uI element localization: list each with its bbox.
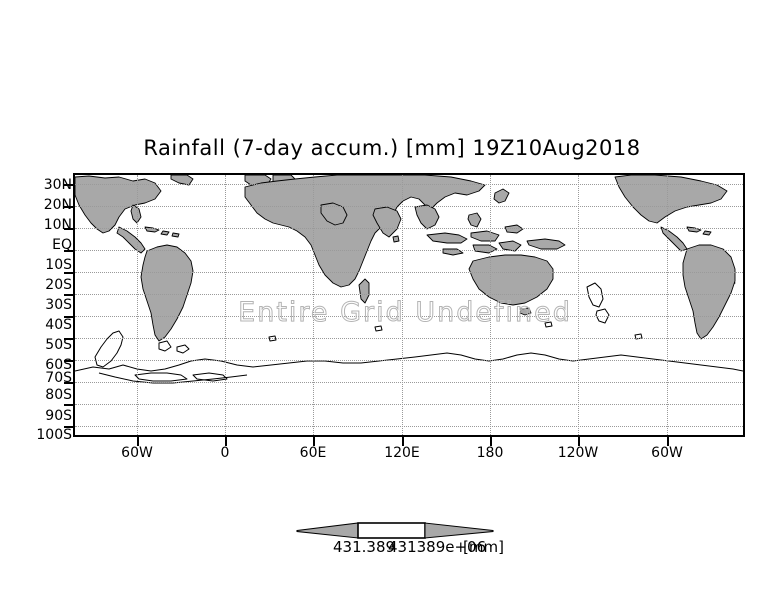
gridline-horizontal <box>75 316 743 317</box>
gridline-vertical <box>490 175 491 435</box>
gridline-horizontal <box>75 382 743 383</box>
colorbar-extend-max <box>424 522 494 539</box>
y-axis-label-60s: 60S <box>45 357 72 373</box>
colorbar <box>290 518 500 546</box>
x-axis-tick <box>402 437 404 446</box>
colorbar-extend-min <box>296 522 359 539</box>
y-axis-tick <box>64 184 73 186</box>
x-axis-label-60e: 60E <box>299 445 327 461</box>
gridline-vertical <box>667 175 668 435</box>
colorbar-unit-label: [mm] <box>463 538 504 556</box>
y-axis-tick <box>64 360 73 362</box>
gridline-horizontal <box>75 272 743 273</box>
x-axis-tick <box>490 437 492 446</box>
y-axis-label-30s: 30S <box>45 297 72 313</box>
gridline-horizontal <box>75 426 743 427</box>
y-axis-tick <box>64 404 73 406</box>
y-axis-tick <box>64 316 73 318</box>
y-axis-tick <box>64 382 73 384</box>
gridline-horizontal <box>75 228 743 229</box>
x-axis-label-120e: 120E <box>384 445 420 461</box>
gridline-horizontal <box>75 360 743 361</box>
gridline-vertical <box>402 175 403 435</box>
colorbar-graphic <box>296 522 494 539</box>
y-axis-label-10s: 10S <box>45 257 72 273</box>
colorbar-max-label: 431389e+06 <box>388 538 487 556</box>
gridline-vertical <box>313 175 314 435</box>
gridline-horizontal <box>75 338 743 339</box>
gridline-vertical <box>137 175 138 435</box>
y-axis-label-50s: 50S <box>45 337 72 353</box>
gridline-vertical <box>225 175 226 435</box>
gridline-horizontal <box>75 206 743 207</box>
colorbar-level-box <box>357 522 426 539</box>
x-axis-label-60w-right: 60W <box>651 445 683 461</box>
x-axis-tick <box>667 437 669 446</box>
y-axis-label-20s: 20S <box>45 277 72 293</box>
y-axis-label-70s: 70S <box>45 370 72 386</box>
x-axis-tick <box>313 437 315 446</box>
colorbar-min-label: 431.389 <box>333 538 396 556</box>
y-axis-tick <box>64 228 73 230</box>
gridline-horizontal <box>75 184 743 185</box>
y-axis-label-10n: 10N <box>43 217 72 233</box>
x-axis-tick <box>137 437 139 446</box>
map-clip: Entire Grid Undefined <box>75 175 743 435</box>
x-axis-label-60w-left: 60W <box>121 445 153 461</box>
y-axis-tick <box>64 206 73 208</box>
gridline-horizontal <box>75 250 743 251</box>
y-axis-tick <box>64 338 73 340</box>
x-axis-label-180: 180 <box>476 445 504 461</box>
y-axis-tick <box>64 272 73 274</box>
page-title: Rainfall (7-day accum.) [mm] 19Z10Aug201… <box>143 136 641 160</box>
colorbar-labels: 431.389 431389e+06 [mm] <box>0 540 784 562</box>
gridline-horizontal <box>75 404 743 405</box>
gridline-horizontal <box>75 294 743 295</box>
x-axis-tick <box>578 437 580 446</box>
y-axis-tick <box>64 426 73 428</box>
x-axis-tick <box>225 437 227 446</box>
y-axis-tick <box>64 250 73 252</box>
y-axis-label-20n: 20N <box>43 197 72 213</box>
y-axis-label-90s: 90S <box>45 408 72 424</box>
world-map-graphic <box>75 175 743 384</box>
y-axis-label-eq: EQ <box>52 237 72 253</box>
y-axis-label-30n: 30N <box>43 177 72 193</box>
gridline-vertical <box>578 175 579 435</box>
y-axis-label-80s: 80S <box>45 387 72 403</box>
y-axis-tick <box>64 294 73 296</box>
x-axis-label-0: 0 <box>220 445 230 461</box>
y-axis-label-100s: 100S <box>36 427 72 443</box>
x-axis-label-120w: 120W <box>557 445 599 461</box>
map-plot-frame: Entire Grid Undefined <box>73 173 745 437</box>
y-axis-label-40s: 40S <box>45 317 72 333</box>
